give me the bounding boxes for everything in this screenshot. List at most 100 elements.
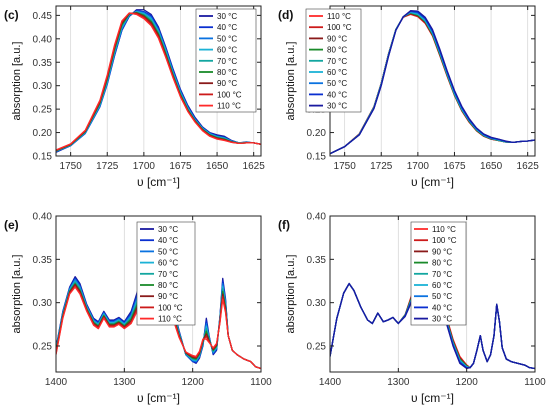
x-axis-label: υ [cm⁻¹] bbox=[137, 175, 180, 189]
legend-label: 100 °C bbox=[217, 90, 242, 99]
legend-label: 90 °C bbox=[432, 247, 452, 256]
y-tick-label: 0.25 bbox=[33, 105, 53, 116]
legend-label: 70 °C bbox=[217, 57, 237, 66]
legend-label: 50 °C bbox=[432, 292, 452, 301]
series-group bbox=[56, 9, 261, 153]
legend-label: 50 °C bbox=[327, 79, 347, 88]
legend-label: 110 °C bbox=[327, 12, 351, 21]
legend-label: 60 °C bbox=[327, 68, 347, 77]
legend-label: 40 °C bbox=[158, 236, 178, 245]
legend-label: 100 °C bbox=[432, 236, 457, 245]
legend-label: 60 °C bbox=[217, 46, 237, 55]
x-tick-label: 1400 bbox=[319, 377, 342, 388]
legend-label: 60 °C bbox=[432, 281, 452, 290]
x-tick-label: 1625 bbox=[243, 161, 266, 172]
legend-label: 40 °C bbox=[432, 303, 452, 312]
y-tick-label: 0.40 bbox=[33, 212, 53, 223]
x-tick-label: 1100 bbox=[524, 377, 546, 388]
y-tick-label: 0.35 bbox=[33, 58, 53, 69]
x-tick-label: 1700 bbox=[407, 161, 430, 172]
y-tick-label: 0.30 bbox=[33, 81, 53, 92]
x-axis-label: υ [cm⁻¹] bbox=[411, 175, 454, 189]
x-tick-label: 1725 bbox=[370, 161, 393, 172]
y-tick-label: 0.40 bbox=[307, 212, 327, 223]
legend-label: 80 °C bbox=[327, 46, 347, 55]
y-axis-label: absorption [a.u.] bbox=[11, 255, 23, 334]
legend-label: 40 °C bbox=[217, 23, 237, 32]
x-tick-label: 1200 bbox=[182, 377, 205, 388]
x-axis-label: υ [cm⁻¹] bbox=[137, 391, 180, 405]
series-line-110c bbox=[56, 12, 261, 151]
y-tick-label: 0.20 bbox=[33, 128, 53, 139]
legend-label: 90 °C bbox=[217, 79, 237, 88]
legend-label: 80 °C bbox=[158, 281, 178, 290]
x-tick-label: 1100 bbox=[250, 377, 272, 388]
plot-frame bbox=[55, 5, 262, 157]
legend-label: 70 °C bbox=[432, 270, 452, 279]
panel-label-c: (c) bbox=[4, 8, 19, 22]
y-tick-label: 0.35 bbox=[33, 255, 53, 266]
y-tick-label: 0.25 bbox=[33, 342, 53, 353]
legend-label: 100 °C bbox=[158, 303, 183, 312]
legend-label: 30 °C bbox=[327, 102, 347, 111]
legend-label: 30 °C bbox=[432, 315, 452, 324]
legend: 30 °C 40 °C 50 °C 60 °C 70 °C 80 °C 90 °C 100 °… bbox=[195, 8, 257, 113]
panel-d: 1750172517001675165016250.150.200.250.30… bbox=[278, 5, 540, 189]
x-tick-label: 1300 bbox=[387, 377, 410, 388]
y-axis-label: absorption [a.u.] bbox=[285, 42, 297, 121]
panel-e: 1400 1300 1200 1100 0.25 0.30 0.35 0.40 υ [cm⁻¹]… bbox=[4, 212, 272, 406]
x-tick-label: 1650 bbox=[206, 161, 229, 172]
legend-label: 110 °C bbox=[158, 315, 182, 324]
legend-label: 40 °C bbox=[327, 90, 347, 99]
y-tick-label: 0.45 bbox=[33, 11, 53, 22]
legend-label: 80 °C bbox=[217, 68, 237, 77]
y-axis-label: absorption [a.u.] bbox=[11, 42, 23, 121]
y-tick-label: 0.30 bbox=[307, 298, 327, 309]
x-tick-label: 1200 bbox=[456, 377, 479, 388]
legend: 110 °C 100 °C 90 °C 80 °C 70 °C 60 °C 50 °C 40 … bbox=[305, 8, 362, 113]
series-line-30c bbox=[330, 10, 535, 155]
plot-frame bbox=[55, 215, 262, 373]
legend-label: 90 °C bbox=[327, 34, 347, 43]
y-tick-label: 0.15 bbox=[33, 152, 53, 163]
panel-label-e: (e) bbox=[4, 218, 19, 232]
panel-label-f: (f) bbox=[278, 218, 290, 232]
legend-label: 50 °C bbox=[217, 34, 237, 43]
legend-label: 70 °C bbox=[158, 270, 178, 279]
legend-label: 30 °C bbox=[158, 225, 178, 234]
x-tick-label: 1675 bbox=[169, 161, 192, 172]
legend-label: 30 °C bbox=[217, 12, 237, 21]
x-tick-label: 1725 bbox=[96, 161, 119, 172]
y-tick-label: 0.15 bbox=[307, 152, 327, 163]
legend-label: 50 °C bbox=[158, 247, 178, 256]
legend-label: 70 °C bbox=[327, 57, 347, 66]
x-tick-label: 1300 bbox=[113, 377, 136, 388]
x-tick-label: 1750 bbox=[60, 161, 83, 172]
legend: 30 °C 40 °C 50 °C 60 °C 70 °C 80 °C 90 °C 100 °… bbox=[136, 221, 196, 326]
panel-f: 1400 1300 1200 1100 0.25 0.30 0.35 0.40 υ [cm⁻¹]… bbox=[278, 212, 546, 406]
x-tick-label: 1650 bbox=[480, 161, 503, 172]
x-tick-label: 1675 bbox=[443, 161, 466, 172]
legend-label: 60 °C bbox=[158, 259, 178, 268]
y-tick-label: 0.20 bbox=[307, 128, 327, 139]
y-tick-label: 0.25 bbox=[307, 342, 327, 353]
x-tick-label: 1700 bbox=[133, 161, 156, 172]
x-tick-label: 1400 bbox=[45, 377, 68, 388]
legend: 110 °C 100 °C 90 °C 80 °C 70 °C 60 °C 50 °C 40 … bbox=[410, 221, 467, 326]
plot-frame bbox=[329, 215, 536, 373]
y-tick-label: 0.40 bbox=[33, 34, 53, 45]
y-tick-label: 0.30 bbox=[33, 298, 53, 309]
y-axis-label: absorption [a.u.] bbox=[285, 255, 297, 334]
panel-label-d: (d) bbox=[278, 8, 293, 22]
x-tick-label: 1625 bbox=[517, 161, 540, 172]
y-tick-label: 0.35 bbox=[307, 255, 327, 266]
x-tick-label: 1750 bbox=[334, 161, 357, 172]
panel-c: 1750 1725 1700 1675 1650 1625 0.15 0.20 0.25 0.30… bbox=[4, 5, 266, 189]
legend-label: 80 °C bbox=[432, 259, 452, 268]
legend-label: 90 °C bbox=[158, 292, 178, 301]
legend-label: 110 °C bbox=[217, 102, 241, 111]
series-group bbox=[330, 10, 535, 155]
x-axis-label: υ [cm⁻¹] bbox=[411, 391, 454, 405]
legend-label: 100 °C bbox=[327, 23, 352, 32]
